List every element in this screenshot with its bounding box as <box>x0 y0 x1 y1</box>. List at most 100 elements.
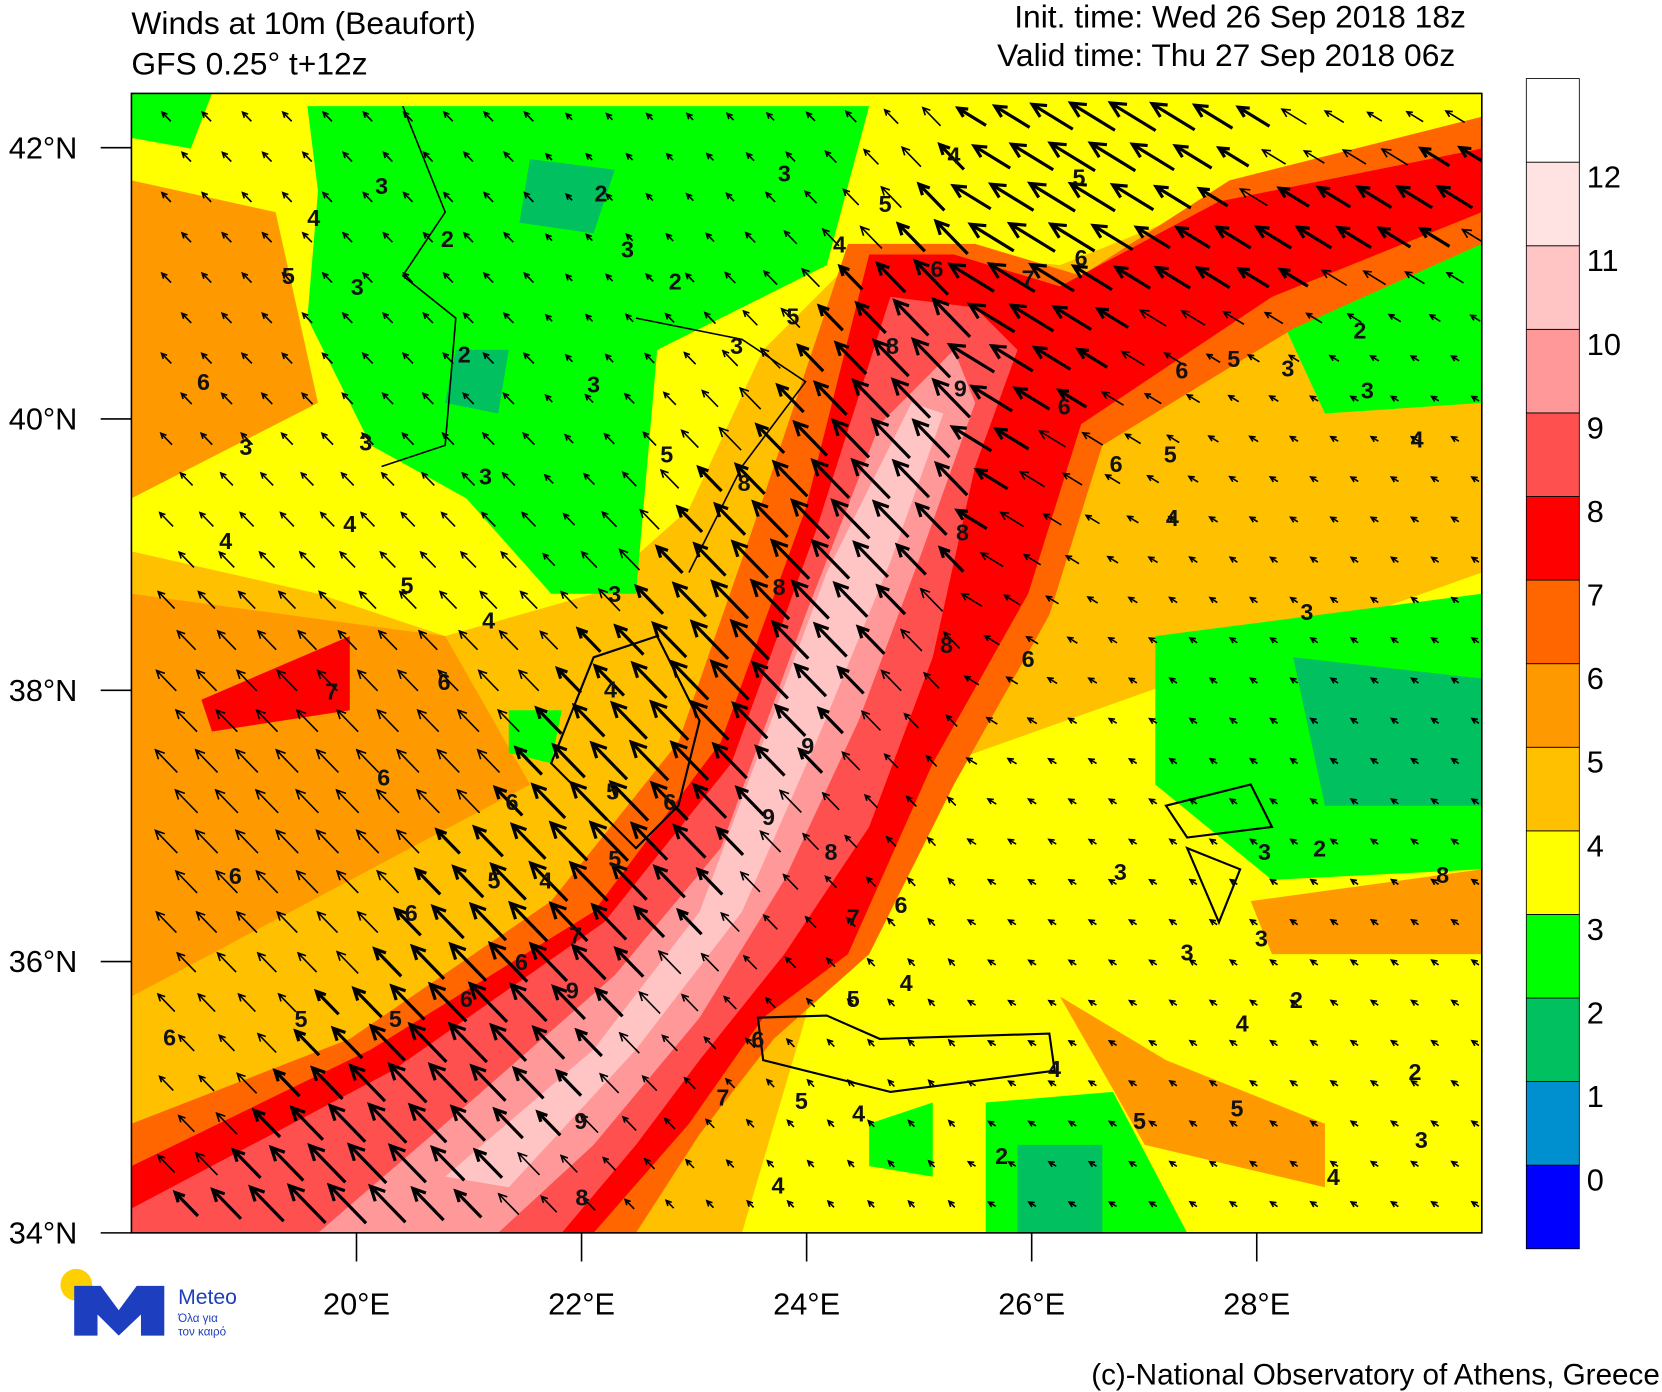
wind-arrow <box>871 338 910 378</box>
wind-arrow <box>1294 225 1333 250</box>
wind-arrow <box>442 110 454 122</box>
wind-arrow <box>1168 1080 1178 1087</box>
wind-arrow <box>1248 677 1258 684</box>
wind-arrow <box>500 550 517 568</box>
wind-arrow <box>300 392 314 405</box>
wind-arrow <box>842 188 860 206</box>
wind-arrow <box>1430 476 1440 483</box>
wind-arrow <box>821 227 840 247</box>
wind-arrow <box>395 748 420 773</box>
wind-arrow <box>508 900 549 943</box>
wind-arrow <box>910 336 952 379</box>
wind-arrow <box>1369 354 1380 362</box>
wind-arrow <box>605 273 614 282</box>
wind-arrow <box>1107 959 1117 966</box>
contour-label: 3 <box>1300 599 1313 625</box>
wind-arrow <box>1018 470 1046 488</box>
wind-arrow <box>701 389 719 408</box>
wind-arrow <box>1302 149 1325 164</box>
wind-arrow <box>316 669 338 692</box>
wind-arrow <box>240 352 253 365</box>
wind-arrow <box>1127 838 1138 845</box>
wind-arrow <box>867 1199 875 1208</box>
wind-arrow <box>927 998 936 1007</box>
wind-arrow <box>172 1189 200 1218</box>
wind-arrow <box>180 151 192 163</box>
wind-arrow <box>1355 185 1393 209</box>
wind-arrow <box>663 1117 676 1130</box>
wind-arrow <box>272 1068 301 1098</box>
wind-arrow <box>895 221 926 253</box>
wind-arrow <box>765 1078 775 1088</box>
wind-arrow <box>1389 476 1399 483</box>
contour-label: 5 <box>606 778 619 804</box>
wind-arrow <box>236 1072 258 1094</box>
wind-arrow <box>641 1074 658 1092</box>
field-red <box>201 636 350 732</box>
wind-arrow <box>1366 111 1383 122</box>
wind-arrow <box>816 706 844 735</box>
wind-arrow <box>1268 475 1279 483</box>
wind-arrow <box>1248 757 1258 765</box>
wind-arrow <box>461 471 476 487</box>
wind-arrow <box>422 311 434 324</box>
wind-arrow <box>502 392 515 405</box>
wind-arrow <box>1208 999 1218 1007</box>
wind-arrow <box>1067 1039 1077 1047</box>
contour-label: 3 <box>479 464 492 490</box>
wind-arrow <box>1228 878 1238 886</box>
wind-arrow <box>442 352 454 365</box>
wind-arrow <box>1289 1160 1299 1168</box>
contour-label: 3 <box>621 237 634 263</box>
wind-arrow <box>1248 838 1258 845</box>
wind-arrow <box>544 152 553 161</box>
wind-arrow <box>1389 1120 1399 1127</box>
wind-arrow <box>326 1182 368 1225</box>
wind-arrow <box>562 512 576 526</box>
contour-label: 3 <box>351 274 364 300</box>
x-tick-label: 22°E <box>548 1286 615 1321</box>
wind-arrow <box>368 1183 407 1224</box>
wind-arrow <box>683 1076 696 1090</box>
wind-arrow <box>1329 516 1339 523</box>
wind-arrow <box>218 550 235 568</box>
wind-arrow <box>724 1077 736 1089</box>
wind-arrow <box>1450 757 1460 765</box>
wind-arrow <box>947 1119 956 1128</box>
contour-label: 5 <box>879 191 892 217</box>
wind-arrow <box>517 1151 541 1176</box>
wind-arrow <box>477 669 500 692</box>
wind-arrow <box>946 342 996 374</box>
wind-arrow <box>268 1144 305 1182</box>
wind-arrow <box>1269 878 1279 886</box>
wind-arrow <box>200 191 212 203</box>
contour-label: 4 <box>1048 1056 1061 1082</box>
wind-arrow <box>318 590 337 610</box>
contour-label: 5 <box>389 1006 402 1032</box>
wind-arrow <box>1027 262 1075 293</box>
wind-arrow <box>931 377 971 419</box>
wind-arrow <box>672 823 707 859</box>
wind-arrow <box>379 550 396 568</box>
wind-arrow <box>330 1025 364 1060</box>
y-tick-label: 34°N <box>9 1215 78 1250</box>
wind-arrow <box>559 1154 578 1173</box>
wind-arrow <box>277 992 297 1013</box>
wind-arrow <box>402 110 414 122</box>
wind-arrow <box>1369 435 1379 443</box>
wind-arrow <box>389 983 426 1021</box>
contour-label: 2 <box>1313 836 1326 862</box>
wind-arrow <box>1215 146 1250 168</box>
wind-arrow <box>1369 1080 1379 1087</box>
wind-arrow <box>739 870 761 893</box>
colorbar-band <box>1525 412 1580 497</box>
contour-label: 4 <box>1166 505 1179 531</box>
wind-arrow <box>1460 228 1482 243</box>
wind-arrow <box>613 945 645 978</box>
wind-arrow <box>1269 717 1279 725</box>
wind-arrow <box>784 956 797 969</box>
wind-arrow <box>664 1199 675 1209</box>
wind-arrow <box>197 992 216 1013</box>
wind-arrow <box>176 951 197 973</box>
wind-arrow <box>1026 181 1076 213</box>
